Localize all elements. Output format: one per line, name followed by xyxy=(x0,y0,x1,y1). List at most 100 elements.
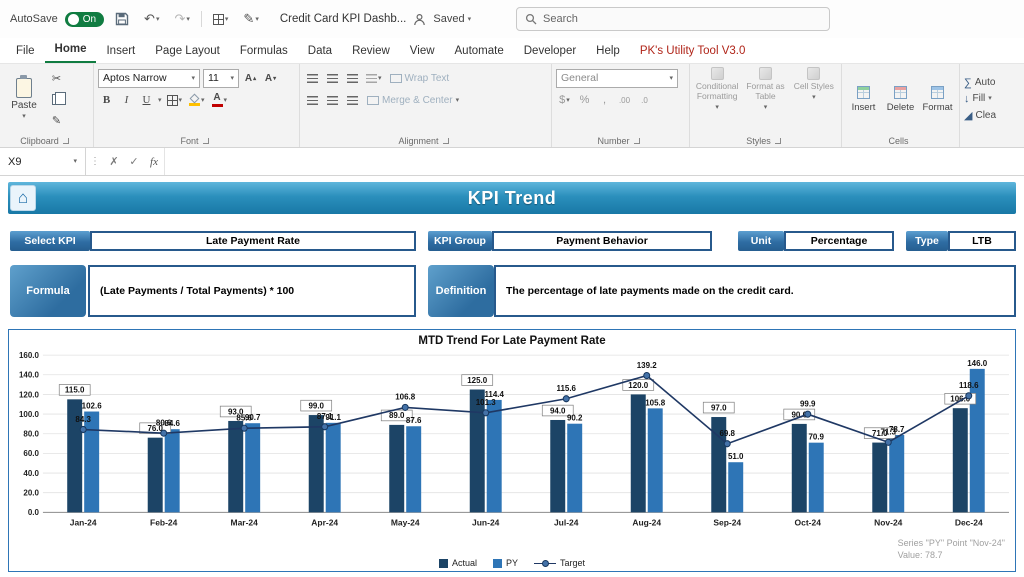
insert-function-button[interactable]: fx xyxy=(150,155,158,168)
format-painter-button[interactable]: ✎ xyxy=(48,111,65,129)
formula-input[interactable] xyxy=(164,148,1024,175)
copy-button[interactable] xyxy=(48,90,66,108)
alignment-dialog-launcher[interactable] xyxy=(442,138,449,144)
legend-item-target: Target xyxy=(534,558,585,568)
tab-formulas[interactable]: Formulas xyxy=(239,45,288,57)
cell-styles-button[interactable]: Cell Styles ▾ xyxy=(791,67,837,131)
tab-review[interactable]: Review xyxy=(352,45,390,57)
tab-insert[interactable]: Insert xyxy=(106,45,136,57)
svg-text:125.0: 125.0 xyxy=(467,376,487,385)
save-button[interactable] xyxy=(111,10,133,28)
fill-button[interactable]: ↓ Fill ▾ xyxy=(964,93,1018,105)
increase-font-size-button[interactable]: A ▴ xyxy=(242,69,259,87)
bold-button[interactable]: B xyxy=(102,94,111,106)
definition-value: The percentage of late payments made on … xyxy=(494,265,1016,317)
align-right-button[interactable] xyxy=(344,91,361,109)
dollar-icon: $ xyxy=(559,94,566,106)
legend-actual-label: Actual xyxy=(451,558,477,568)
comma-style-button[interactable]: , xyxy=(596,91,613,109)
decrease-font-mark-icon: ▾ xyxy=(273,75,277,82)
save-status[interactable]: Saved ▾ xyxy=(433,13,471,25)
confirm-entry-button[interactable]: ✓ xyxy=(129,156,139,168)
insert-cells-button[interactable]: Insert xyxy=(846,85,881,113)
kpi-trend-chart[interactable]: MTD Trend For Late Payment Rate 0.0 20.0 4… xyxy=(8,329,1016,572)
italic-button[interactable]: I xyxy=(124,94,129,106)
format-cells-button[interactable]: Format xyxy=(920,85,955,113)
delete-cells-button[interactable]: Delete xyxy=(883,85,918,113)
percent-icon: % xyxy=(579,94,590,106)
decrease-decimal-button[interactable]: .0 xyxy=(636,91,653,109)
svg-text:115.0: 115.0 xyxy=(65,386,85,395)
tab-developer[interactable]: Developer xyxy=(523,45,577,57)
styles-dialog-launcher[interactable] xyxy=(774,138,781,144)
tab-help[interactable]: Help xyxy=(596,45,620,57)
svg-text:114.4: 114.4 xyxy=(484,390,504,399)
svg-text:90.7: 90.7 xyxy=(245,413,261,422)
redo-icon: ↷ xyxy=(174,11,186,26)
select-kpi-value[interactable]: Late Payment Rate xyxy=(90,231,416,251)
wrap-text-button[interactable]: Wrap Text xyxy=(387,69,453,87)
tab-page-layout[interactable]: Page Layout xyxy=(155,45,220,57)
cell-styles-icon xyxy=(807,67,821,80)
font-color-chevron-icon: ▾ xyxy=(223,96,228,104)
format-as-table-button[interactable]: Format as Table ▾ xyxy=(742,67,788,131)
legend-item-py: PY xyxy=(492,558,518,568)
increase-font-mark-icon: ▴ xyxy=(253,75,257,82)
align-top-button[interactable] xyxy=(304,69,321,87)
fill-icon: ↓ xyxy=(964,92,970,105)
page-title: KPI Trend xyxy=(467,187,557,208)
font-size-select[interactable]: 11 ▾ xyxy=(203,68,239,88)
tab-pk-utility[interactable]: PK's Utility Tool V3.0 xyxy=(639,45,746,57)
definition-label: Definition xyxy=(428,265,494,317)
tab-automate[interactable]: Automate xyxy=(454,45,504,57)
search-icon xyxy=(525,13,537,25)
cut-button[interactable]: ✂ xyxy=(48,69,65,87)
borders-button[interactable]: ▾ xyxy=(165,91,185,109)
name-box[interactable]: X9 ▾ xyxy=(0,148,86,175)
search-box[interactable]: Search xyxy=(516,7,830,31)
font-color-button[interactable]: A ▾ xyxy=(210,91,230,109)
align-middle-button[interactable] xyxy=(324,69,341,87)
copy-icon xyxy=(52,91,66,105)
accounting-format-button[interactable]: $ ▾ xyxy=(556,91,573,109)
autosum-button[interactable]: ∑ Auto xyxy=(964,77,1018,89)
unit-value: Percentage xyxy=(784,231,894,251)
quick-table-button[interactable]: ▾ xyxy=(209,12,233,27)
merge-center-button[interactable]: Merge & Center ▾ xyxy=(364,91,462,109)
tab-view[interactable]: View xyxy=(409,45,435,57)
chart-title: MTD Trend For Late Payment Rate xyxy=(418,335,606,347)
percent-style-button[interactable]: % xyxy=(576,91,593,109)
align-left-button[interactable] xyxy=(304,91,321,109)
conditional-formatting-button[interactable]: Conditional Formatting ▾ xyxy=(694,67,740,131)
autosave-toggle[interactable]: On xyxy=(64,11,105,27)
tab-file[interactable]: File xyxy=(16,45,35,57)
quick-brush-button[interactable]: ✎ ▾ xyxy=(239,9,262,29)
font-dialog-launcher[interactable] xyxy=(202,138,209,144)
fill-color-button[interactable]: ▾ xyxy=(187,91,207,109)
font-group-label: Font xyxy=(180,136,199,146)
clear-button[interactable]: ◢ Clea xyxy=(964,109,1018,122)
number-format-select[interactable]: General ▾ xyxy=(556,68,678,88)
paste-button[interactable]: Paste ▾ xyxy=(4,67,44,131)
align-bottom-button[interactable] xyxy=(344,69,361,87)
undo-button[interactable]: ↶ ▾ xyxy=(140,9,163,29)
paste-icon xyxy=(16,75,32,98)
tab-home[interactable]: Home xyxy=(44,39,97,63)
home-icon[interactable]: ⌂ xyxy=(10,185,36,211)
alignment-group: ▾ Wrap Text Merge & Center ▾ Alignment xyxy=(300,64,552,147)
number-dialog-launcher[interactable] xyxy=(633,138,640,144)
increase-decimal-button[interactable]: .00 xyxy=(616,91,633,109)
cancel-entry-button[interactable]: ✗ xyxy=(109,156,119,168)
clipboard-dialog-launcher[interactable] xyxy=(62,138,69,144)
kpi-group-value[interactable]: Payment Behavior xyxy=(492,231,712,251)
insert-cells-icon xyxy=(857,85,870,99)
orientation-button[interactable]: ▾ xyxy=(364,69,384,87)
underline-button[interactable]: U xyxy=(142,94,151,106)
tab-data[interactable]: Data xyxy=(307,45,333,57)
align-center-button[interactable] xyxy=(324,91,341,109)
redo-button[interactable]: ↷ ▾ xyxy=(170,9,193,29)
font-name-select[interactable]: Aptos Narrow ▾ xyxy=(98,68,200,88)
decrease-font-size-button[interactable]: A ▾ xyxy=(262,69,279,87)
underline-chevron-icon[interactable]: ▾ xyxy=(158,96,162,104)
font-color-icon: A xyxy=(211,93,223,107)
